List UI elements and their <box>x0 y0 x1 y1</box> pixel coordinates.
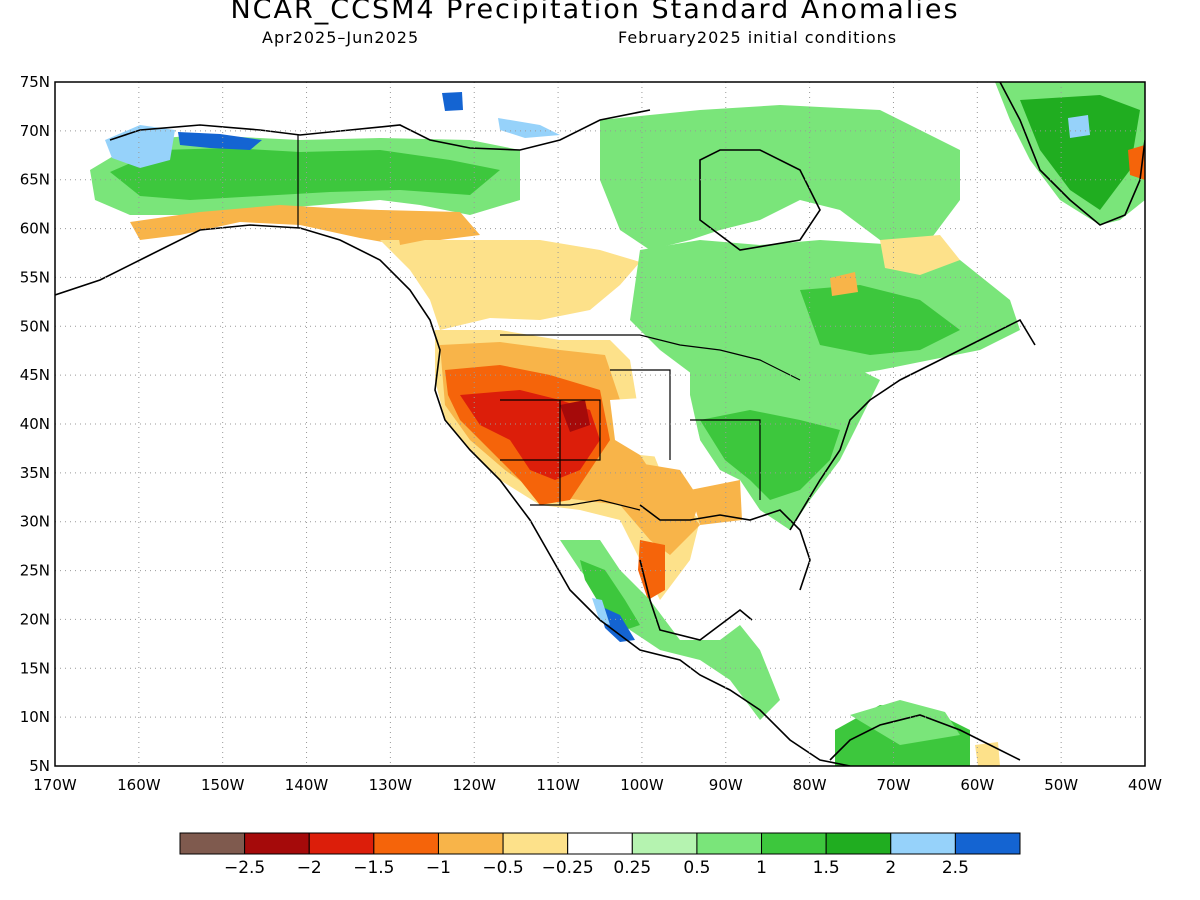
longitude-label: 60W <box>960 776 994 794</box>
latitude-label: 40N <box>20 415 50 433</box>
longitude-label: 80W <box>793 776 827 794</box>
longitude-label: 170W <box>33 776 77 794</box>
longitude-label: 70W <box>877 776 911 794</box>
latitude-label: 30N <box>20 513 50 531</box>
latitude-label: 45N <box>20 366 50 384</box>
colorbar-label: −2 <box>297 858 322 878</box>
color-scale-bar <box>179 832 1021 855</box>
colorbar-swatch <box>179 832 246 855</box>
anomaly-alaska-darkgreen <box>110 148 500 200</box>
colorbar-label: 0.25 <box>613 858 651 878</box>
colorbar-swatch <box>631 832 698 855</box>
latitude-label: 70N <box>20 122 50 140</box>
longitude-labels: 170W 160W 150W 140W 130W 120W 110W 100W 90W 80W 70… <box>33 776 1162 794</box>
color-scale-labels: −2.5 −2 −1.5 −1 −0.5 −0.25 0.25 0.5 1 1.5 2 2.5 <box>224 858 969 878</box>
colorbar-swatch <box>502 832 569 855</box>
colorbar-label: 2 <box>885 858 896 878</box>
longitude-label: 130W <box>369 776 413 794</box>
anomaly-greenland-darkgreen <box>1020 95 1140 210</box>
anomaly-plains-white <box>610 395 700 460</box>
colorbar-label: −1 <box>426 858 451 878</box>
colorbar-label: −2.5 <box>224 858 265 878</box>
colorbar-swatch <box>567 832 633 855</box>
anomaly-canada-green <box>600 105 960 250</box>
anomaly-arctic-blue <box>442 92 463 111</box>
longitude-label: 50W <box>1044 776 1078 794</box>
anomaly-labrador-orange <box>830 272 858 296</box>
anomaly-louisiana-orange <box>690 480 742 525</box>
anomaly-bc-yellow <box>380 240 640 330</box>
colorbar-label: 2.5 <box>942 858 969 878</box>
anomaly-labrador-yellow <box>880 235 960 275</box>
anomaly-quebec-darkgreen <box>800 285 960 355</box>
latitude-label: 75N <box>20 73 50 91</box>
longitude-label: 120W <box>452 776 496 794</box>
anomaly-venezuela-lightgreen <box>850 700 960 745</box>
longitude-label: 140W <box>285 776 329 794</box>
forecast-period: Apr2025–Jun2025 <box>262 28 420 47</box>
colorbar-label: 1.5 <box>813 858 840 878</box>
anomaly-mexico-darkgreen <box>580 560 640 630</box>
longitude-label: 110W <box>536 776 580 794</box>
anomaly-alaska-south-orange <box>130 205 480 245</box>
longitude-label: 90W <box>709 776 743 794</box>
latitude-label: 50N <box>20 317 50 335</box>
colorbar-label: −0.5 <box>482 858 523 878</box>
map-frame <box>54 81 1146 767</box>
colorbar-swatch <box>890 832 956 855</box>
colorbar-label: 0.5 <box>683 858 710 878</box>
anomaly-texas-orange <box>620 460 700 530</box>
latitude-label: 55N <box>20 268 50 286</box>
latitude-label: 10N <box>20 708 50 726</box>
latitude-label: 5N <box>29 757 50 775</box>
anomaly-texas-coast-darkorange <box>638 540 665 600</box>
anomaly-bc-orange <box>395 215 430 245</box>
colorbar-swatch <box>244 832 310 855</box>
map-title: NCAR_CCSM4 Precipitation Standard Anomal… <box>230 0 960 25</box>
anomaly-east-darkgreen <box>700 410 840 500</box>
longitude-label: 150W <box>201 776 245 794</box>
anomaly-mexico-lightblue <box>592 598 610 625</box>
anomaly-guiana-yellow <box>975 742 1000 766</box>
anomaly-colorado-darkred <box>560 400 590 432</box>
longitude-label: 100W <box>620 776 664 794</box>
longitude-label: 160W <box>117 776 161 794</box>
latitude-labels: 75N 70N 65N 60N 55N 50N 45N 40N 35N 30N 25N 20N 15N 1… <box>20 73 50 775</box>
latitude-label: 25N <box>20 562 50 580</box>
colorbar-swatch <box>761 832 827 855</box>
colorbar-swatch <box>825 832 892 855</box>
anomaly-mexico-blue <box>598 605 635 642</box>
anomaly-greenland-lightblue <box>1068 115 1090 138</box>
colorbar-swatch <box>308 832 375 855</box>
latitude-label: 15N <box>20 659 50 677</box>
anomaly-alaska-blue <box>178 132 262 150</box>
colorbar-swatch <box>437 832 504 855</box>
anomaly-field <box>55 82 1145 766</box>
latitude-label: 65N <box>20 171 50 189</box>
latitude-label: 35N <box>20 464 50 482</box>
latitude-label: 20N <box>20 610 50 628</box>
graticule <box>55 82 1145 766</box>
colorbar-label: 1 <box>756 858 767 878</box>
latitude-label: 60N <box>20 220 50 238</box>
initial-conditions: February2025 initial conditions <box>618 28 898 47</box>
colorbar-label: −1.5 <box>353 858 394 878</box>
coastlines <box>55 82 1145 766</box>
colorbar-label: −0.25 <box>542 858 594 878</box>
colorbar-swatch <box>373 832 439 855</box>
colorbar-swatch <box>696 832 763 855</box>
anomaly-arctic-lightblue <box>498 118 560 138</box>
longitude-label: 40W <box>1128 776 1162 794</box>
colorbar-swatch <box>954 832 1021 855</box>
